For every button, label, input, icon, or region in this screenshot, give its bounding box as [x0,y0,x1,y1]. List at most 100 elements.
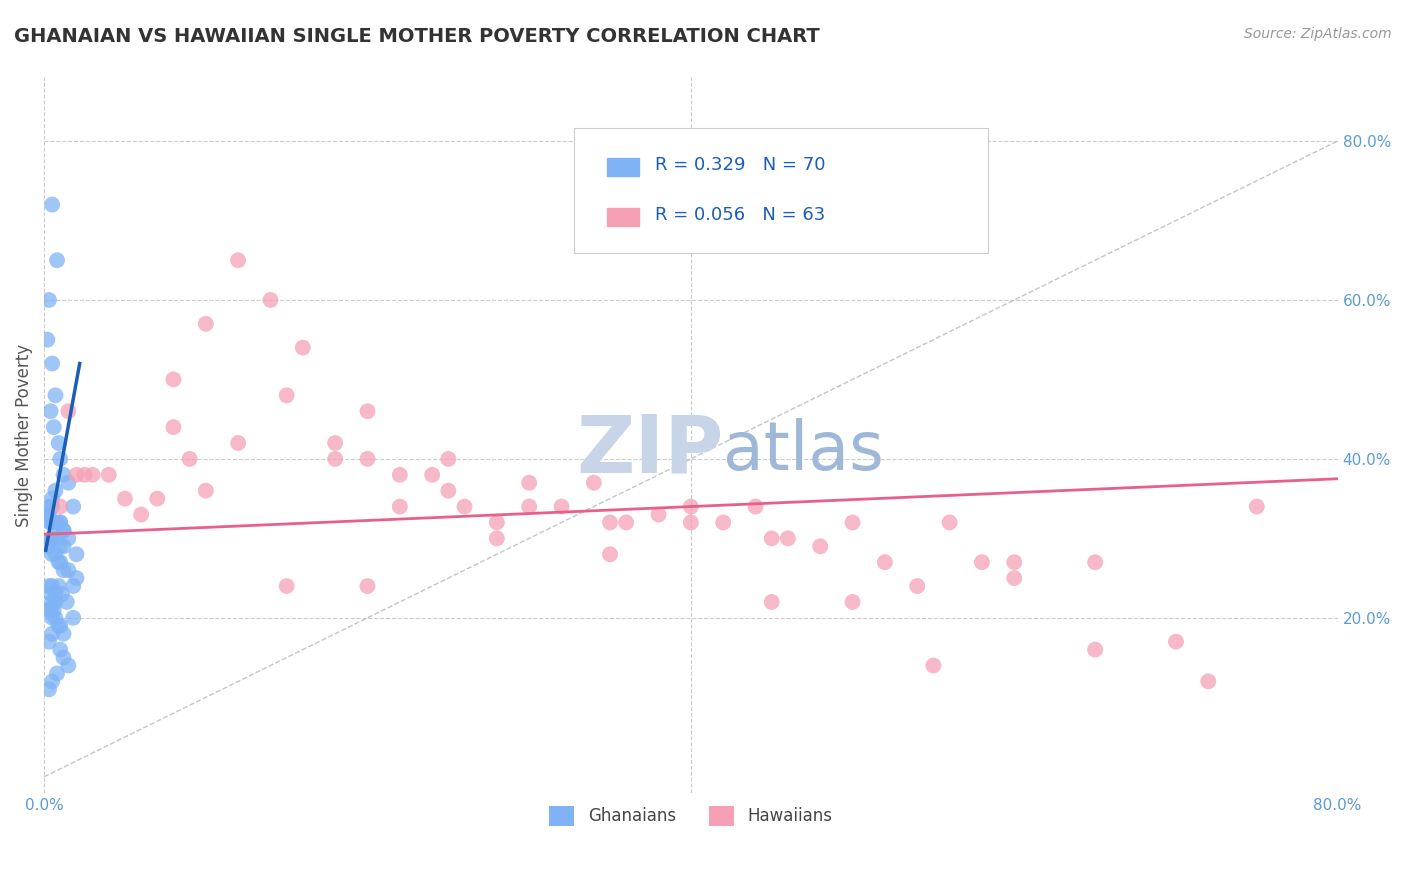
Point [51,587,73,601]
Point [291,341,314,355]
Point [52,563,75,577]
Point [49,619,72,633]
Point [38,634,60,648]
Point [1084,642,1107,657]
Point [776,532,799,546]
Point [1002,555,1025,569]
Point [49,516,72,530]
Bar [607,208,640,226]
Point [582,475,605,490]
Point [41,491,63,506]
Point [42,603,65,617]
Point [276,579,298,593]
Point [44,516,66,530]
Point [761,532,783,546]
Point [647,508,669,522]
Point [711,516,734,530]
Point [41,611,63,625]
Point [970,555,993,569]
Point [841,595,863,609]
Point [679,500,702,514]
Point [41,579,63,593]
Point [46,666,69,681]
Bar [607,158,640,176]
Point [38,508,60,522]
Point [485,516,508,530]
Point [52,650,75,665]
Point [808,539,831,553]
Point [599,547,621,561]
Point [38,500,60,514]
Point [1164,634,1187,648]
Legend: Ghanaians, Hawaiians: Ghanaians, Hawaiians [541,797,841,834]
Point [52,524,75,538]
Point [97,467,120,482]
Text: R = 0.056   N = 63: R = 0.056 N = 63 [655,206,825,224]
Point [44,483,66,498]
Point [614,516,637,530]
Point [226,436,249,450]
Point [48,579,70,593]
Point [37,333,59,347]
Point [841,516,863,530]
Point [517,475,540,490]
Point [388,500,411,514]
Point [437,451,460,466]
Point [162,420,184,434]
Point [52,524,75,538]
Point [420,467,443,482]
Text: atlas: atlas [723,418,884,484]
Point [226,253,249,268]
Point [42,420,65,434]
Point [65,571,87,585]
Point [129,508,152,522]
Point [58,475,80,490]
Point [48,555,70,569]
Point [41,595,63,609]
Point [42,516,65,530]
Point [599,516,621,530]
Point [52,467,75,482]
Text: ZIP: ZIP [576,412,723,490]
Point [437,483,460,498]
Point [39,516,62,530]
Point [41,626,63,640]
Point [65,547,87,561]
Point [49,555,72,569]
Point [65,467,87,482]
Point [58,532,80,546]
Point [259,293,281,307]
Point [62,500,84,514]
Y-axis label: Single Mother Poverty: Single Mother Poverty [15,343,32,526]
Point [48,619,70,633]
Point [873,555,896,569]
Point [39,516,62,530]
Point [44,388,66,402]
FancyBboxPatch shape [575,128,988,252]
Point [44,611,66,625]
Point [550,500,572,514]
Point [44,547,66,561]
Point [194,483,217,498]
Point [323,436,346,450]
Point [39,603,62,617]
Point [38,682,60,697]
Point [44,595,66,609]
Point [276,388,298,402]
Point [1084,555,1107,569]
Point [48,436,70,450]
Point [744,500,766,514]
Text: GHANAIAN VS HAWAIIAN SINGLE MOTHER POVERTY CORRELATION CHART: GHANAIAN VS HAWAIIAN SINGLE MOTHER POVER… [14,27,820,45]
Point [356,579,378,593]
Point [38,293,60,307]
Point [46,532,69,546]
Point [38,579,60,593]
Point [49,539,72,553]
Point [39,532,62,546]
Point [52,626,75,640]
Point [761,595,783,609]
Point [39,587,62,601]
Point [82,467,104,482]
Point [162,372,184,386]
Point [37,508,59,522]
